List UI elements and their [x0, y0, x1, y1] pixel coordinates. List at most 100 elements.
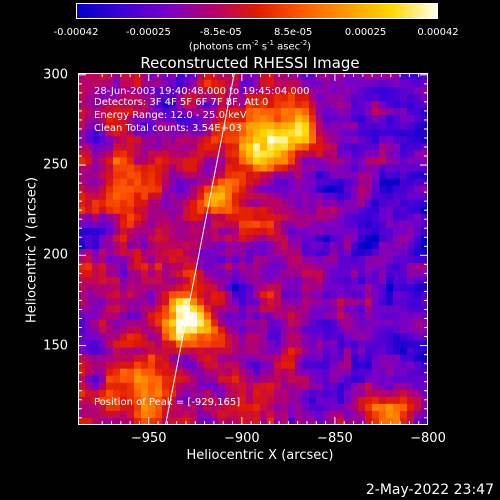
heatmap-cell: [204, 375, 212, 384]
heatmap-cell: [176, 101, 184, 109]
heatmap-cell: [309, 115, 317, 123]
heatmap-cell: [365, 171, 373, 180]
heatmap-cell: [295, 192, 303, 201]
heatmap-cell: [127, 108, 135, 116]
heatmap-cell: [379, 199, 387, 208]
heatmap-cell: [260, 403, 268, 412]
heatmap-cell: [400, 206, 408, 215]
heatmap-cell: [407, 220, 415, 229]
heatmap-cell: [344, 256, 352, 264]
heatmap-cell: [106, 340, 114, 349]
heatmap-cell: [400, 241, 408, 250]
heatmap-cell: [372, 284, 380, 292]
heatmap-cell: [183, 192, 191, 201]
heatmap-cell: [232, 171, 240, 180]
heatmap-cell: [323, 227, 331, 236]
heatmap-cell: [99, 375, 107, 384]
heatmap-cell: [421, 361, 428, 370]
heatmap-cell: [393, 263, 401, 271]
heatmap-cell: [211, 129, 219, 137]
heatmap-cell: [337, 171, 345, 180]
heatmap-cell: [99, 417, 107, 425]
heatmap-cell: [134, 298, 142, 306]
heatmap-cell: [225, 326, 233, 335]
heatmap-cell: [92, 403, 100, 412]
heatmap-cell: [106, 129, 114, 137]
heatmap-cell: [155, 178, 163, 187]
heatmap-cell: [386, 129, 394, 137]
heatmap-cell: [316, 73, 324, 81]
heatmap-cell: [330, 249, 338, 257]
heatmap-cell: [281, 389, 289, 398]
heatmap-cell: [78, 241, 86, 250]
heatmap-cell: [400, 368, 408, 377]
heatmap-cell: [197, 389, 205, 398]
heatmap-cell: [183, 206, 191, 215]
heatmap-cell: [421, 150, 428, 159]
heatmap-cell: [302, 410, 310, 419]
heatmap-cell: [344, 115, 352, 123]
heatmap-cell: [323, 382, 331, 391]
heatmap-cell: [197, 122, 205, 130]
heatmap-cell: [127, 347, 135, 356]
heatmap-cell: [92, 249, 100, 257]
heatmap-cell: [120, 284, 128, 292]
heatmap-cell: [407, 108, 415, 116]
heatmap-cell: [253, 185, 261, 194]
heatmap-cell: [260, 227, 268, 236]
heatmap-cell: [365, 417, 373, 425]
heatmap-cell: [246, 241, 254, 250]
heatmap-cell: [134, 277, 142, 285]
heatmap-cell: [337, 326, 345, 335]
heatmap-cell: [302, 171, 310, 180]
heatmap-cell: [260, 326, 268, 335]
heatmap-cell: [281, 256, 289, 264]
heatmap-cell: [134, 389, 142, 398]
heatmap-cell: [197, 298, 205, 306]
heatmap-cell: [288, 227, 296, 236]
heatmap-cell: [225, 333, 233, 342]
heatmap-cell: [232, 354, 240, 363]
heatmap-cell: [204, 340, 212, 349]
heatmap-cell: [204, 122, 212, 130]
heatmap-cell: [302, 354, 310, 363]
heatmap-cell: [421, 171, 428, 180]
heatmap-cell: [253, 256, 261, 264]
heatmap-cell: [372, 375, 380, 384]
heatmap-cell: [386, 291, 394, 299]
heatmap-cell: [316, 150, 324, 159]
heatmap-cell: [141, 220, 149, 229]
heatmap-cell: [351, 220, 359, 229]
heatmap-cell: [99, 220, 107, 229]
heatmap-cell: [393, 241, 401, 250]
heatmap-cell: [351, 326, 359, 335]
heatmap-cell: [176, 270, 184, 278]
heatmap-cell: [253, 73, 261, 81]
heatmap-cell: [421, 347, 428, 356]
heatmap-cell: [358, 234, 366, 243]
heatmap-cell: [232, 94, 240, 102]
heatmap-cell: [337, 291, 345, 299]
heatmap-cell: [344, 305, 352, 313]
heatmap-cell: [393, 80, 401, 88]
heatmap-cell: [358, 389, 366, 398]
heatmap-cell: [386, 263, 394, 271]
heatmap-cell: [386, 284, 394, 292]
heatmap-cell: [190, 213, 198, 222]
heatmap-cell: [295, 382, 303, 391]
heatmap-cell: [162, 94, 170, 102]
heatmap-cell: [414, 227, 422, 236]
heatmap-cell: [274, 178, 282, 187]
heatmap-cell: [281, 129, 289, 137]
heatmap-cell: [218, 396, 226, 405]
heatmap-cell: [358, 361, 366, 370]
heatmap-cell: [225, 206, 233, 215]
heatmap-cell: [358, 340, 366, 349]
heatmap-cell: [330, 291, 338, 299]
heatmap-cell: [120, 249, 128, 257]
heatmap-cell: [316, 185, 324, 194]
heatmap-cell: [330, 298, 338, 306]
heatmap-cell: [155, 368, 163, 377]
heatmap-cell: [99, 213, 107, 222]
heatmap-cell: [148, 354, 156, 363]
